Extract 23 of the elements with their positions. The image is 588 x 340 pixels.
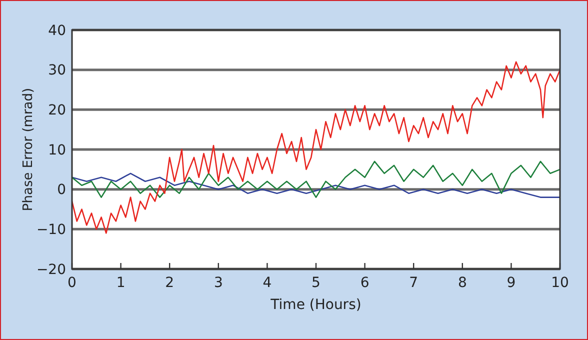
x-tick-label: 2	[165, 275, 174, 291]
y-tick-label: 0	[57, 182, 66, 198]
x-tick-label: 9	[506, 275, 516, 291]
x-tick-label: 0	[68, 275, 76, 291]
x-tick-label: 6	[360, 275, 370, 291]
line-series	[72, 61, 560, 234]
line-series	[72, 160, 560, 198]
y-tick-label: −20	[36, 262, 66, 278]
x-tick-label: 1	[116, 275, 126, 291]
y-tick-label: 20	[48, 102, 66, 119]
x-tick-label: 4	[262, 275, 272, 291]
x-tick-label: 3	[214, 275, 223, 291]
line-series	[72, 172, 560, 198]
y-tick-label: −10	[36, 222, 66, 238]
x-tick-label: 8	[458, 275, 467, 291]
y-tick-label: 10	[48, 142, 66, 158]
y-axis-title: Phase Error (mrad)	[21, 88, 36, 212]
x-tick-label: 10	[551, 275, 569, 291]
x-tick-label: 7	[409, 275, 418, 291]
y-tick-label: 40	[48, 22, 66, 39]
y-tick-label: 30	[48, 62, 66, 79]
x-axis-title: Time (Hours)	[270, 297, 362, 313]
x-tick-label: 5	[312, 275, 320, 291]
